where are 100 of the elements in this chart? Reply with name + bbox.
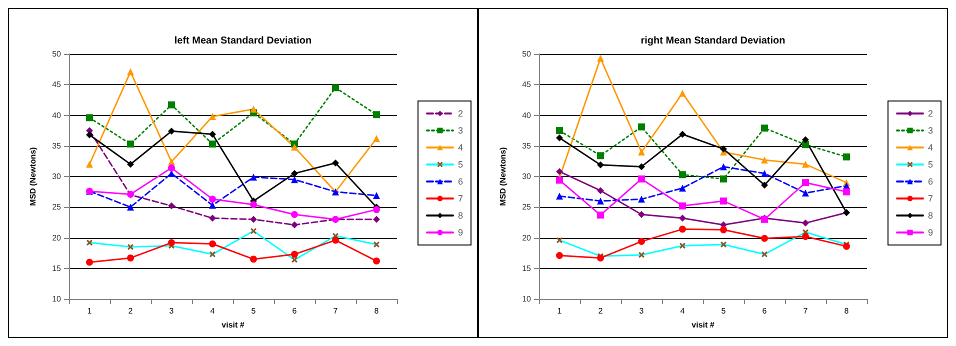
x-axis-title: visit # <box>692 320 715 330</box>
x-tick-label: 5 <box>251 306 256 316</box>
point <box>638 148 645 156</box>
point <box>209 214 216 222</box>
y-tick-label: 20 <box>52 233 62 242</box>
point <box>597 152 604 160</box>
chart-title: right Mean Standard Deviation <box>640 36 786 46</box>
point <box>373 111 380 118</box>
point <box>168 128 175 135</box>
point <box>720 198 727 204</box>
x-tick-label: 7 <box>803 306 808 316</box>
legend-label: 6 <box>458 176 464 186</box>
legend-label: 7 <box>928 194 934 204</box>
point <box>802 233 809 240</box>
legend-label: 2 <box>458 108 464 118</box>
point <box>597 187 604 194</box>
point <box>679 130 686 138</box>
legend-label: 3 <box>458 126 464 136</box>
legend-label: 5 <box>458 160 464 170</box>
x-tick-label: 1 <box>87 306 92 316</box>
point <box>291 221 298 228</box>
y-tick-label: 15 <box>522 264 532 273</box>
point <box>843 153 850 160</box>
point <box>597 212 604 219</box>
x-tick-label: 6 <box>762 306 768 316</box>
point <box>720 175 727 182</box>
y-tick-label: 50 <box>52 50 62 58</box>
point <box>556 127 563 134</box>
legend-label: 8 <box>458 210 464 220</box>
point <box>843 242 850 250</box>
point <box>373 216 380 223</box>
point <box>802 179 809 186</box>
y-tick-label: 45 <box>52 80 62 90</box>
point <box>168 164 175 172</box>
y-tick-label: 40 <box>52 110 62 120</box>
x-tick-label: 5 <box>721 306 726 316</box>
point <box>761 156 768 164</box>
y-tick-label: 30 <box>522 172 532 181</box>
point <box>209 202 216 209</box>
point <box>679 90 686 97</box>
legend-label: 4 <box>458 142 464 152</box>
point <box>373 135 380 142</box>
legend-label: 9 <box>458 228 464 238</box>
point <box>679 226 686 233</box>
point <box>597 161 604 168</box>
point <box>291 176 298 184</box>
legend-label: 7 <box>458 194 464 204</box>
point <box>168 101 175 108</box>
point <box>86 131 93 138</box>
point <box>802 220 809 227</box>
point <box>679 214 686 222</box>
legend-label: 4 <box>928 142 934 152</box>
legend-label: 9 <box>928 228 934 238</box>
x-axis-title: visit # <box>222 320 245 330</box>
point <box>679 184 686 192</box>
point <box>291 144 298 151</box>
point <box>250 174 257 181</box>
point <box>802 136 809 144</box>
point <box>761 234 768 242</box>
y-tick-label: 25 <box>522 202 532 212</box>
point <box>638 123 645 130</box>
y-tick-label: 10 <box>52 294 62 304</box>
y-tick-label: 45 <box>522 80 532 90</box>
point <box>209 112 216 120</box>
point <box>373 192 380 199</box>
point <box>168 239 175 246</box>
x-tick-label: 3 <box>169 306 174 316</box>
x-tick-label: 4 <box>210 306 216 316</box>
point <box>250 256 257 263</box>
point <box>638 163 645 170</box>
point <box>127 160 134 168</box>
y-axis-title: MSD (Newtons) <box>28 146 38 206</box>
x-tick-label: 1 <box>557 306 562 316</box>
y-tick-label: 15 <box>52 264 62 273</box>
y-tick-label: 10 <box>522 294 532 304</box>
point <box>291 250 298 258</box>
x-tick-label: 2 <box>598 306 604 316</box>
legend-label: 3 <box>928 126 934 136</box>
point <box>86 258 93 266</box>
point <box>679 171 686 178</box>
point <box>679 202 686 210</box>
legend-label: 5 <box>928 160 934 170</box>
legend-label: 8 <box>928 210 934 220</box>
point <box>332 84 339 92</box>
point <box>638 175 645 182</box>
point <box>168 202 175 210</box>
point <box>720 145 727 152</box>
x-tick-label: 3 <box>639 306 644 316</box>
legend-label: 6 <box>928 176 934 186</box>
point <box>556 134 563 142</box>
point <box>209 240 216 248</box>
point <box>332 160 339 167</box>
point <box>556 252 563 260</box>
point <box>250 201 257 208</box>
point <box>761 170 768 177</box>
x-tick-label: 4 <box>680 306 686 316</box>
point <box>86 160 93 168</box>
point <box>638 196 645 203</box>
point <box>373 206 380 214</box>
y-tick-label: 30 <box>52 172 62 181</box>
